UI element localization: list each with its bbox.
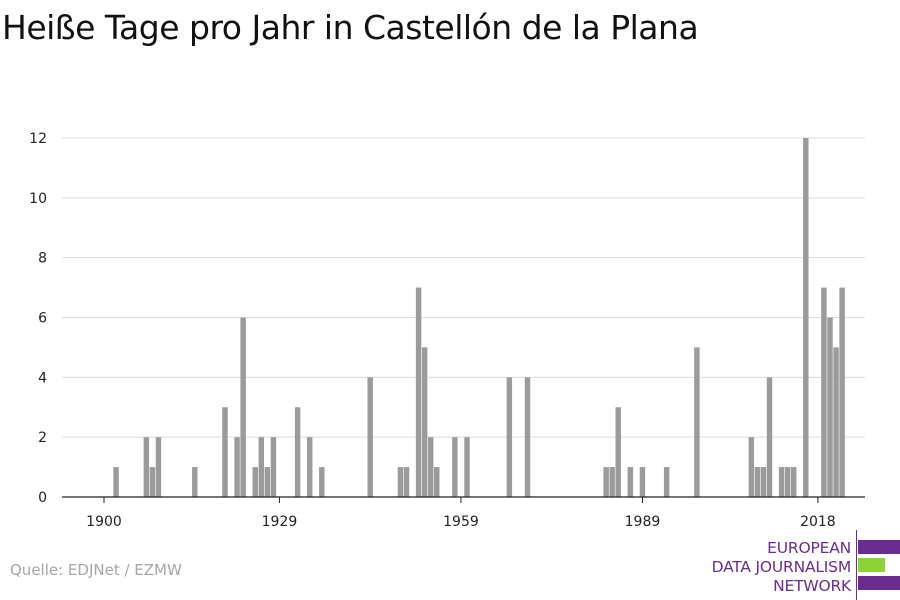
- bar: [306, 437, 313, 497]
- logo-line-data-journalism: DATA JOURNALISM: [711, 558, 852, 576]
- y-tick-label: 6: [38, 311, 47, 327]
- bar: [803, 138, 809, 497]
- gridlines: [62, 137, 865, 438]
- bar: [113, 467, 119, 497]
- logo-bar-top: [858, 540, 900, 554]
- x-tick-label: 2018: [800, 514, 836, 530]
- source-note: Quelle: EDJNet / EZMW: [10, 561, 182, 579]
- bar: [234, 437, 240, 497]
- bar: [434, 467, 440, 497]
- logo-divider: [856, 530, 857, 600]
- x-tick-label: 1929: [262, 514, 298, 530]
- bar: [143, 437, 150, 497]
- logo-text: EUROPEAN DATA JOURNALISM NETWORK: [711, 539, 852, 596]
- bar: [294, 407, 301, 497]
- bar: [270, 437, 277, 497]
- bar: [397, 467, 404, 497]
- y-tick-label: 0: [38, 490, 47, 506]
- logo-bar-middle: [858, 558, 885, 572]
- bar: [192, 467, 198, 497]
- bar: [464, 437, 470, 497]
- bar: [821, 287, 827, 497]
- bar: [639, 467, 646, 497]
- y-tick-label: 8: [38, 251, 47, 267]
- y-tick-label: 10: [29, 191, 47, 207]
- bar: [603, 467, 609, 497]
- x-tick-label: 1900: [86, 514, 122, 530]
- x-tick-label: 1959: [443, 514, 479, 530]
- logo-line-network: NETWORK: [773, 577, 851, 595]
- bar: [258, 437, 265, 497]
- bar: [415, 287, 422, 497]
- bar: [839, 287, 845, 497]
- bar: [827, 317, 833, 497]
- bar: [403, 467, 410, 497]
- bar: [778, 467, 785, 497]
- bar: [155, 437, 162, 497]
- chart-title: Heiße Tage pro Jahr in Castellón de la P…: [2, 8, 699, 47]
- y-tick-label: 4: [38, 370, 47, 386]
- bar: [240, 317, 246, 497]
- bar: [506, 377, 513, 497]
- bar: [784, 467, 791, 497]
- bars: [113, 138, 845, 497]
- bar: [367, 377, 373, 497]
- bar: [663, 467, 670, 497]
- bar: [421, 347, 428, 497]
- bar: [627, 467, 634, 497]
- edjnet-logo: EUROPEAN DATA JOURNALISM NETWORK: [700, 530, 900, 600]
- bar: [609, 467, 615, 497]
- x-tick-label: 1989: [625, 514, 661, 530]
- bar: [252, 467, 258, 497]
- bar: [760, 467, 767, 497]
- bar: [790, 467, 797, 497]
- bar: [833, 347, 839, 497]
- bar: [694, 347, 700, 497]
- bar: [222, 407, 228, 497]
- bar: [766, 377, 773, 497]
- logo-line-european: EUROPEAN: [767, 539, 851, 557]
- bar: [149, 467, 156, 497]
- y-tick-label: 2: [38, 430, 47, 446]
- bar: [264, 467, 271, 497]
- bar: [452, 437, 458, 497]
- y-tick-label: 12: [29, 131, 47, 147]
- bar: [754, 467, 761, 497]
- bar: [748, 437, 755, 497]
- bar: [427, 437, 434, 497]
- bar: [524, 377, 531, 497]
- axes: 0 2 4 6 8 10 12 1900 1929 1959 1989 2018: [29, 131, 865, 530]
- logo-bar-bottom: [858, 576, 900, 590]
- bar: [615, 407, 621, 497]
- bar: [319, 467, 325, 497]
